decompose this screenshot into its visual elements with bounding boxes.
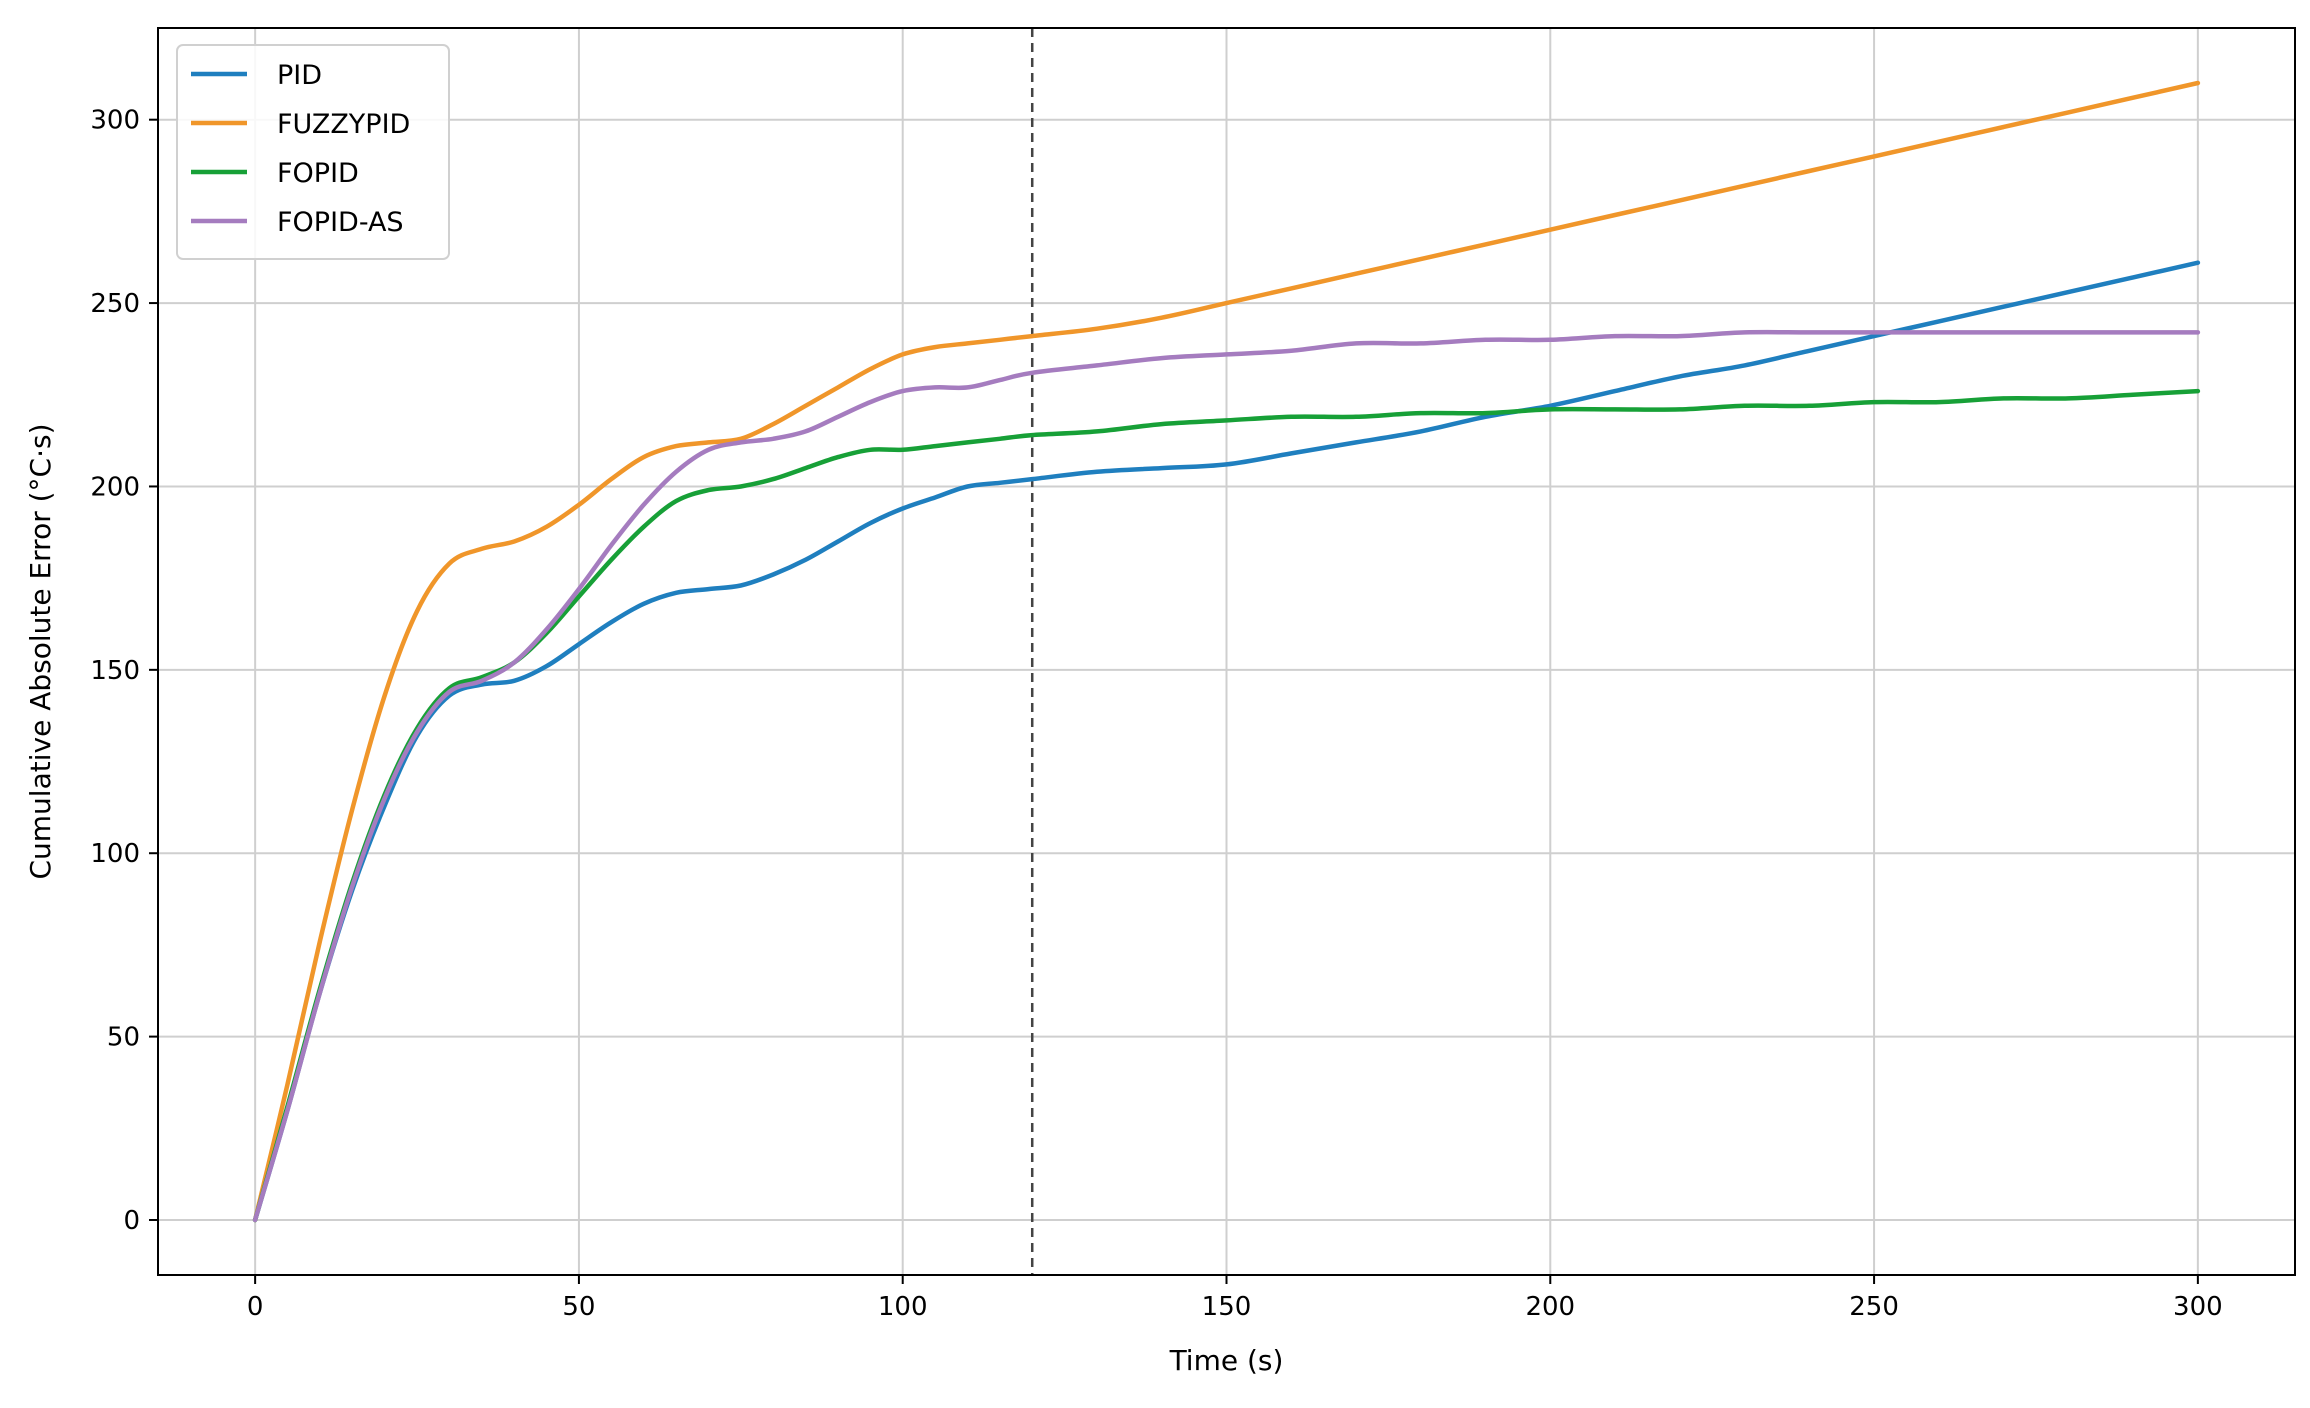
y-tick-label: 300 [90,106,140,136]
series-line-fuzzypid [252,80,2201,1223]
x-tick-label: 150 [1202,1292,1252,1322]
x-tick-label: 200 [1525,1292,1575,1322]
series-line-fopid [252,388,2201,1223]
y-tick-label: 200 [90,472,140,502]
x-tick-label: 50 [562,1292,595,1322]
legend-label: PID [277,60,322,91]
series-line-fopid-as [252,329,2201,1223]
y-tick-label: 100 [90,839,140,869]
legend-label: FUZZYPID [277,109,410,140]
y-tick-label: 50 [107,1023,140,1053]
legend-box [176,44,450,260]
y-tick-label: 150 [90,656,140,686]
legend: PID FUZZYPID FOPID FOPID-AS [176,44,450,260]
x-tick-label: 0 [247,1292,264,1322]
legend-label: FOPID [277,158,359,189]
series-group [252,80,2201,1223]
series-line-pid [252,260,2201,1223]
x-tick-label: 300 [2173,1292,2223,1322]
grid [158,28,2295,1275]
y-axis-label: Cumulative Absolute Error (°C·s) [24,423,57,879]
y-tick-label: 250 [90,289,140,319]
y-tick-label: 0 [123,1206,140,1236]
x-tick-label: 100 [878,1292,928,1322]
x-tick-label: 250 [1849,1292,1899,1322]
ticks: 0 50 100 150 200 250 300 0 50 100 150 200 250 300 [90,106,2222,1322]
legend-label: FOPID-AS [277,207,404,238]
x-axis-label: Time (s) [1169,1344,1284,1377]
